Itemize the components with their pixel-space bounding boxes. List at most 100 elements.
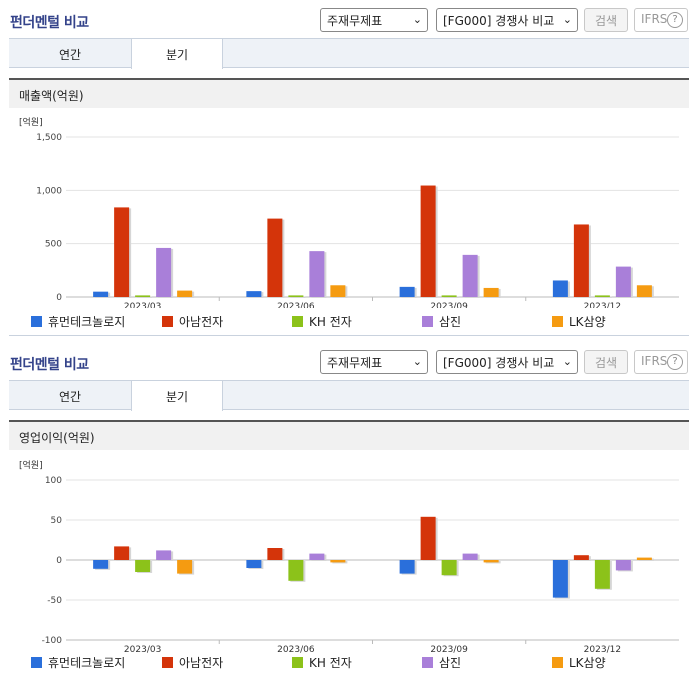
- legend-swatch: [552, 657, 563, 668]
- bar-x-2023-03: [93, 291, 109, 297]
- bar-x-2023-12: [552, 280, 568, 297]
- legend-swatch: [422, 316, 433, 327]
- y-tick-label: 1,000: [36, 186, 62, 196]
- period-tabs: 연간 분기: [9, 38, 689, 69]
- panel-title: 펀더멘털 비교: [10, 357, 89, 373]
- revenue-chart: [억원] 0 500 1,000 1,500 2023/03 2023/06 2023/09 2…: [9, 108, 689, 308]
- bar-x-2023-06: [267, 218, 283, 297]
- bar-x-2023-03: [93, 560, 109, 569]
- legend-item[interactable]: 삼진: [422, 313, 461, 330]
- ifrs-button[interactable]: IFRS ?: [634, 8, 688, 32]
- tab-quarterly[interactable]: 분기: [131, 39, 223, 69]
- search-button[interactable]: 검색: [584, 8, 628, 32]
- bar-x-2023-12: [615, 560, 631, 571]
- chevron-down-icon: ⌄: [562, 13, 572, 26]
- legend-swatch: [422, 657, 433, 668]
- y-tick-label: 0: [56, 293, 62, 303]
- metric-heading: 매출액(억원): [9, 78, 689, 108]
- legend-label: LK삼양: [569, 315, 606, 329]
- chart-legend: 휴먼테크놀로지 아남전자 KH 전자 삼진 LK삼양: [9, 313, 689, 329]
- y-tick-label: 1,500: [36, 133, 62, 143]
- report-type-select[interactable]: 주재무제표 ⌄: [320, 8, 428, 32]
- bar-kh-2023-12: [594, 560, 610, 589]
- tab-annual[interactable]: 연간: [58, 48, 82, 62]
- y-tick-label: 50: [51, 516, 63, 526]
- legend-item[interactable]: KH 전자: [292, 654, 352, 671]
- x-tick-label: 2023/03: [124, 302, 161, 308]
- peer-group-value: [FG000] 경쟁사 비교: [443, 14, 555, 28]
- legend-label: KH 전자: [309, 315, 352, 329]
- legend-item[interactable]: 아남전자: [162, 654, 223, 671]
- bar-x-2023-06: [309, 553, 325, 560]
- legend-swatch: [292, 657, 303, 668]
- bar-shadow: [290, 296, 306, 298]
- search-button[interactable]: 검색: [584, 350, 628, 374]
- legend-item[interactable]: LK삼양: [552, 654, 606, 671]
- legend-item[interactable]: KH 전자: [292, 313, 352, 330]
- panel-title: 펀더멘털 비교: [10, 15, 89, 31]
- bar-x-2023-06: [309, 251, 325, 297]
- chevron-down-icon: ⌄: [412, 355, 422, 368]
- y-tick-label: 0: [56, 556, 62, 566]
- bar-x-2023-03: [114, 546, 130, 560]
- ifrs-label: IFRS: [641, 354, 668, 368]
- bar-x-2023-12: [615, 266, 631, 297]
- help-icon[interactable]: ?: [667, 12, 683, 28]
- legend-label: 아남전자: [179, 315, 224, 329]
- tab-quarterly[interactable]: 분기: [131, 381, 223, 411]
- panel-header: 펀더멘털 비교 주재무제표 ⌄ [FG000] 경쟁사 비교 ⌄ 검색 IFRS…: [0, 0, 696, 38]
- chevron-down-icon: ⌄: [412, 13, 422, 26]
- tab-annual[interactable]: 연간: [58, 390, 82, 404]
- report-type-select[interactable]: 주재무제표 ⌄: [320, 350, 428, 374]
- bar-kh-2023-03: [135, 560, 151, 572]
- bar-kh-2023-09: [441, 295, 457, 297]
- peer-group-select[interactable]: [FG000] 경쟁사 비교 ⌄: [436, 350, 578, 374]
- legend-label: LK삼양: [569, 656, 606, 670]
- peer-group-select[interactable]: [FG000] 경쟁사 비교 ⌄: [436, 8, 578, 32]
- ifrs-button[interactable]: IFRS ?: [634, 350, 688, 374]
- legend-label: 아남전자: [179, 656, 224, 670]
- metric-heading: 영업이익(억원): [9, 420, 689, 450]
- ifrs-label: IFRS: [641, 12, 668, 26]
- bar-x-2023-03: [114, 207, 130, 297]
- bar-kh-2023-06: [288, 295, 304, 297]
- bar-kh-2023-03: [135, 295, 151, 297]
- bar-lk-2023-12: [636, 285, 652, 297]
- x-tick-label: 2023/12: [584, 302, 621, 308]
- fundamental-panel-operating-profit: 펀더멘털 비교 주재무제표 ⌄ [FG000] 경쟁사 비교 ⌄ 검색 IFRS…: [0, 342, 696, 684]
- x-tick-label: 2023/06: [277, 645, 315, 655]
- legend-label: 삼진: [439, 315, 462, 329]
- x-tick-label: 2023/06: [277, 302, 315, 308]
- bar-kh-2023-12: [594, 295, 610, 297]
- bar-x-2023-09: [399, 560, 415, 574]
- y-tick-label: -100: [42, 636, 63, 646]
- operating-profit-chart-svg: [억원] -100 -50 0 50 100 2023/03 2023/06 2023/09 20…: [19, 459, 679, 655]
- y-tick-label: 100: [45, 476, 62, 486]
- bar-x-2023-06: [246, 560, 262, 568]
- panel-header: 펀더멘털 비교 주재무제표 ⌄ [FG000] 경쟁사 비교 ⌄ 검색 IFRS…: [0, 342, 696, 380]
- legend-item[interactable]: 휴먼테크놀로지: [31, 313, 125, 330]
- x-tick-label: 2023/03: [124, 645, 161, 655]
- bar-x-2023-09: [420, 185, 436, 297]
- panel-divider: [9, 335, 689, 336]
- legend-swatch: [162, 657, 173, 668]
- legend-swatch: [552, 316, 563, 327]
- period-tabs: 연간 분기: [9, 380, 689, 411]
- legend-item[interactable]: LK삼양: [552, 313, 606, 330]
- bar-kh-2023-09: [441, 560, 457, 576]
- bar-lk-2023-06: [330, 285, 346, 297]
- bar-lk-2023-03: [177, 290, 193, 297]
- bar-x-2023-09: [462, 254, 478, 297]
- peer-group-value: [FG000] 경쟁사 비교: [443, 356, 555, 370]
- bar-x-2023-12: [552, 560, 568, 598]
- bar-lk-2023-06: [330, 560, 346, 563]
- y-tick-label: -50: [47, 596, 62, 606]
- x-tick-label: 2023/12: [584, 645, 621, 655]
- legend-item[interactable]: 아남전자: [162, 313, 223, 330]
- bar-lk-2023-03: [177, 560, 193, 574]
- y-tick-label: 500: [45, 240, 62, 250]
- bar-lk-2023-12: [636, 557, 652, 560]
- legend-item[interactable]: 삼진: [422, 654, 461, 671]
- legend-item[interactable]: 휴먼테크놀로지: [31, 654, 125, 671]
- help-icon[interactable]: ?: [667, 354, 683, 370]
